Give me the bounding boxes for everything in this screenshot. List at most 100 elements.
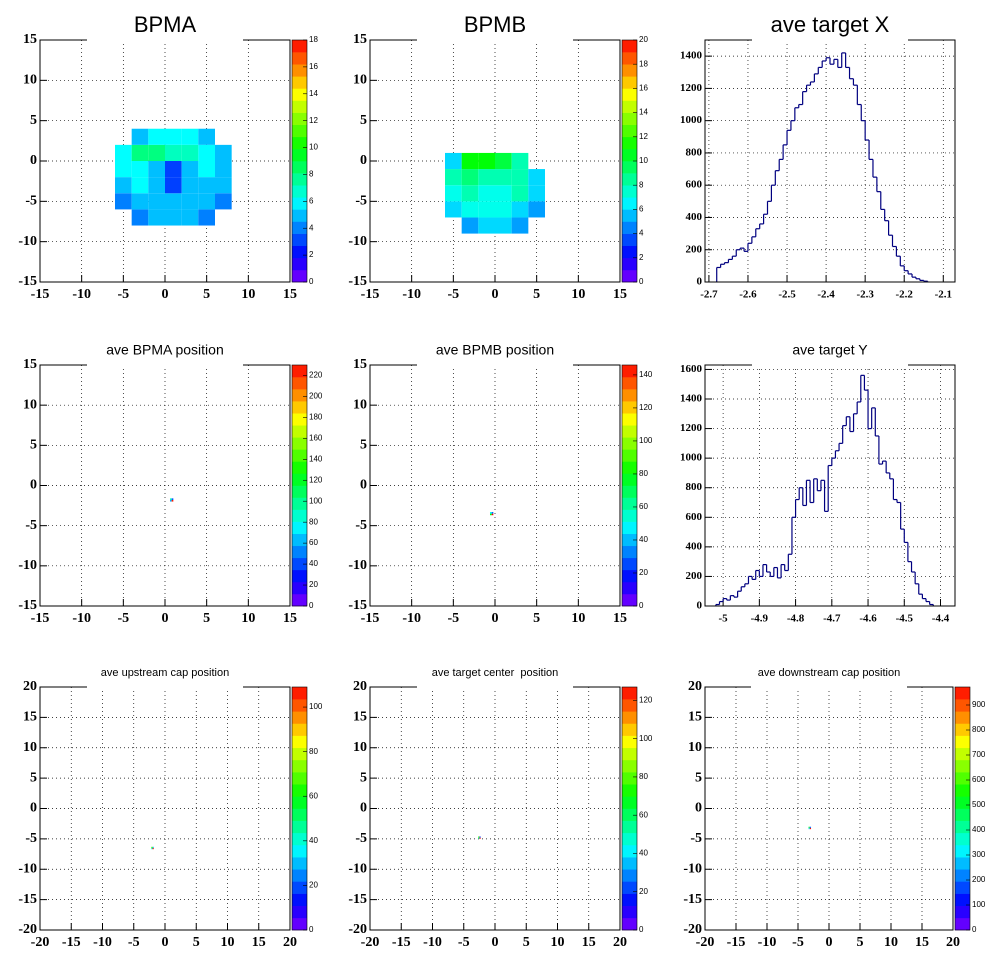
y-tick-label: -5: [690, 831, 702, 846]
color-scale-band: [292, 161, 307, 174]
y-tick-label: 5: [30, 113, 37, 128]
heatmap-cell: [528, 169, 545, 186]
color-scale-band: [622, 784, 637, 797]
color-scale-label: 220: [309, 371, 323, 380]
color-scale-band: [292, 521, 307, 534]
color-scale-label: 2: [309, 250, 314, 259]
color-scale-band: [292, 869, 307, 882]
color-scale-band: [955, 844, 970, 858]
color-scale-label: 200: [972, 875, 986, 884]
x-tick-label: -15: [62, 935, 81, 950]
heatmap-cell: [495, 152, 512, 170]
plot-frame-bg: [705, 40, 955, 282]
color-scale-band: [292, 221, 307, 234]
heatmap-cell: [461, 152, 479, 170]
x-tick-label: -5: [719, 613, 729, 625]
color-scale-label: 800: [972, 725, 986, 734]
x-tick-label: -20: [31, 935, 50, 950]
x-tick-label: 20: [946, 935, 960, 950]
y-tick-label: 10: [353, 73, 367, 88]
color-scale-band: [292, 893, 307, 906]
color-scale-band: [292, 425, 307, 438]
y-tick-label: 400: [686, 540, 703, 552]
color-scale-band: [622, 197, 637, 210]
color-scale-band: [292, 735, 307, 749]
chart-title: ave upstream cap position: [101, 667, 229, 679]
color-scale-label: 100: [309, 702, 323, 711]
y-tick-label: 200: [686, 570, 703, 582]
x-tick-label: -10: [758, 935, 777, 950]
y-tick-label: -15: [18, 892, 37, 907]
heatmap-cell: [461, 217, 479, 234]
x-tick-label: -2.5: [778, 289, 796, 301]
color-scale-band: [292, 917, 307, 931]
y-tick-label: -5: [355, 518, 367, 533]
color-scale-band: [622, 221, 637, 234]
y-tick-label: 0: [360, 153, 367, 168]
color-scale-band: [622, 148, 637, 162]
color-scale-band: [622, 808, 637, 821]
x-tick-label: -4.6: [859, 613, 877, 625]
color-scale-band: [622, 100, 637, 113]
y-tick-label: 1200: [680, 422, 703, 434]
x-tick-label: -10: [402, 287, 421, 302]
heatmap-cell: [445, 185, 462, 202]
x-tick-label: -15: [361, 287, 380, 302]
color-scale-band: [292, 857, 307, 870]
y-tick-label: 15: [353, 357, 367, 372]
heatmap-cell: [152, 847, 154, 850]
color-scale-band: [292, 772, 307, 785]
heatmap-cell: [198, 161, 215, 178]
color-scale-label: 0: [639, 925, 644, 934]
heatmap-cell: [495, 201, 512, 218]
y-tick-label: 15: [688, 710, 702, 725]
color-scale-label: 40: [639, 535, 648, 544]
heatmap-cell: [215, 193, 232, 210]
color-scale-band: [622, 161, 637, 174]
y-tick-label: 10: [353, 397, 367, 412]
color-scale-band: [622, 711, 637, 724]
color-scale-band: [292, 557, 307, 571]
color-scale-band: [292, 124, 307, 138]
y-tick-label: -15: [348, 892, 367, 907]
heatmap-cell: [165, 209, 182, 226]
title-box: [417, 26, 573, 44]
y-tick-label: -10: [348, 234, 367, 249]
color-scale-label: 12: [309, 116, 318, 125]
x-tick-label: -5: [128, 935, 140, 950]
y-tick-label: 0: [360, 478, 367, 493]
color-scale-label: 10: [309, 143, 318, 152]
color-scale-band: [292, 796, 307, 809]
color-scale-band: [622, 881, 637, 894]
y-tick-label: 0: [30, 478, 37, 493]
x-tick-label: 0: [162, 287, 169, 302]
color-scale-label: 40: [309, 559, 318, 568]
x-tick-label: -20: [361, 935, 380, 950]
heatmap-cell: [445, 201, 462, 218]
heatmap-cell: [181, 128, 199, 145]
color-scale-label: 0: [639, 277, 644, 286]
color-scale-band: [292, 413, 307, 426]
heatmap-cell: [478, 152, 495, 170]
y-tick-label: -5: [25, 518, 37, 533]
y-tick-label: 5: [360, 438, 367, 453]
heatmap-cell: [148, 144, 165, 161]
x-tick-label: 15: [613, 611, 627, 626]
color-scale-band: [955, 699, 970, 712]
color-scale-band: [622, 569, 637, 583]
color-scale-band: [955, 820, 970, 834]
x-tick-label: 10: [884, 935, 898, 950]
color-scale-label: 140: [639, 370, 653, 379]
color-scale-band: [292, 581, 307, 595]
heatmap-cell: [115, 161, 132, 178]
x-tick-label: -5: [447, 287, 459, 302]
color-scale-band: [292, 808, 307, 821]
x-tick-label: 15: [252, 935, 266, 950]
color-scale-band: [292, 449, 307, 462]
y-tick-label: -20: [348, 922, 367, 937]
heatmap-cell: [511, 152, 529, 170]
y-tick-label: 1000: [680, 114, 703, 126]
y-tick-label: 1600: [680, 363, 703, 375]
y-tick-label: -10: [18, 234, 37, 249]
color-scale-band: [292, 473, 307, 486]
